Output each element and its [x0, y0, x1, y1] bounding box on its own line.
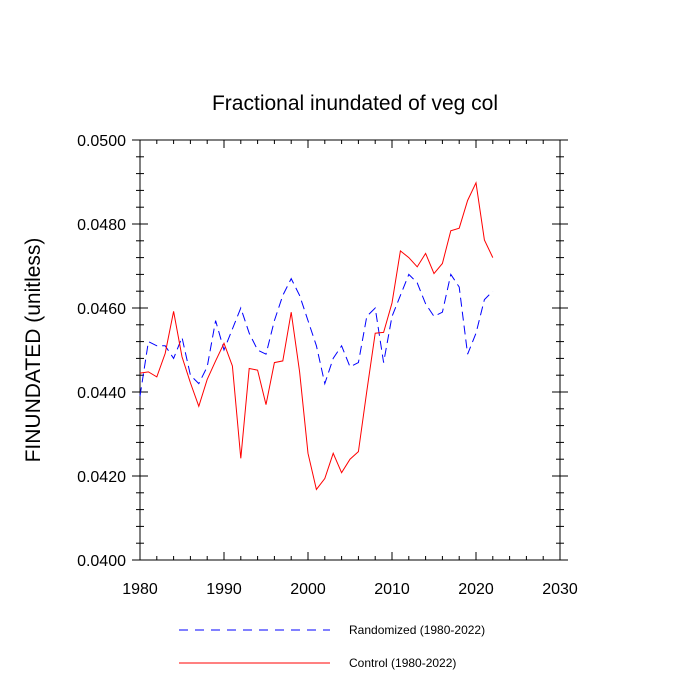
- x-tick-label: 1980: [122, 581, 158, 598]
- x-tick-label: 2010: [374, 581, 410, 598]
- series-line-control: [139, 181, 494, 491]
- chart-title: Fractional inundated of veg col: [212, 92, 498, 115]
- x-tick-label: 2030: [542, 581, 578, 598]
- x-tick-label: 2020: [458, 581, 494, 598]
- x-tick-label: 2000: [290, 581, 326, 598]
- legend-label: Control (1980-2022): [349, 656, 456, 670]
- y-tick-label: 0.0480: [77, 217, 126, 234]
- legend: Randomized (1980-2022) Control (1980-2022…: [179, 623, 485, 670]
- y-tick-label: 0.0460: [77, 301, 126, 318]
- x-tick-labels: 1980 1990 2000 2010 2020 2030: [122, 581, 578, 598]
- y-axis-label: FINUNDATED (unitless): [22, 238, 45, 463]
- x-tick-label: 1990: [206, 581, 242, 598]
- y-tick-label: 0.0420: [77, 469, 126, 486]
- y-tick-label: 0.0440: [77, 385, 126, 402]
- series-line-randomized: [139, 273, 494, 397]
- y-tick-labels: 0.0400 0.0420 0.0440 0.0460 0.0480 0.0500: [77, 133, 126, 570]
- y-tick-label: 0.0400: [77, 553, 126, 570]
- y-tick-label: 0.0500: [77, 133, 126, 150]
- legend-label: Randomized (1980-2022): [349, 623, 485, 637]
- series-lines: [139, 181, 494, 491]
- axis-ticks: [132, 139, 568, 561]
- plot-frame: [139, 139, 561, 561]
